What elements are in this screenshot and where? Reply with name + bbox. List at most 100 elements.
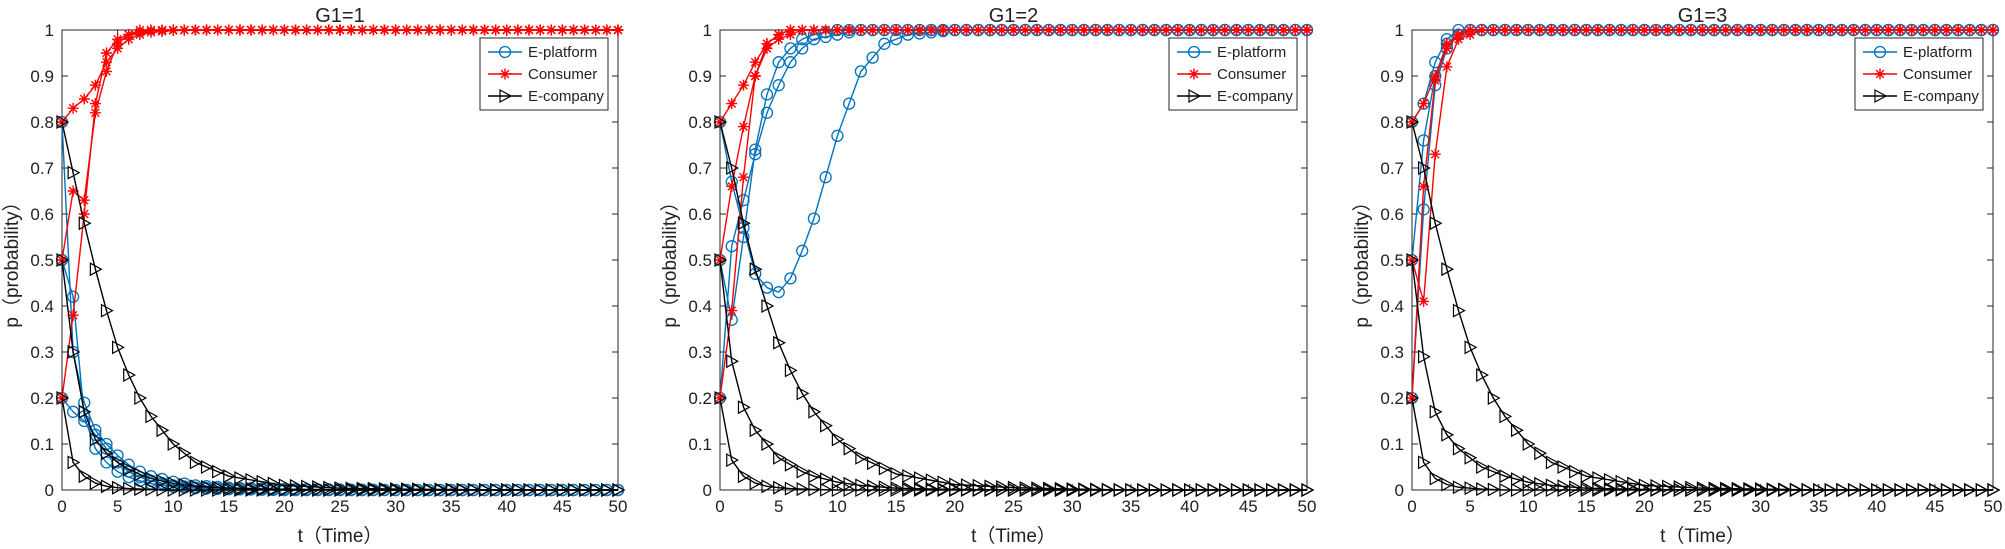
data-point [1441, 61, 1453, 73]
data-point [568, 24, 580, 36]
data-point [1160, 24, 1172, 36]
x-tick-label: 25 [1004, 497, 1023, 516]
data-point [378, 482, 392, 498]
data-point [1078, 482, 1092, 498]
data-point [890, 482, 904, 498]
data-point [1054, 24, 1066, 36]
x-tick-label: 5 [113, 497, 122, 516]
data-point [434, 24, 446, 36]
data-point [1836, 24, 1848, 36]
y-tick-label: 0.3 [1380, 343, 1404, 362]
data-point [100, 47, 112, 59]
data-point [972, 482, 986, 498]
data-point [784, 363, 798, 378]
data-point [401, 24, 413, 36]
data-point [145, 471, 159, 486]
data-point [1266, 482, 1280, 498]
data-point [1277, 482, 1291, 498]
data-point [112, 480, 125, 495]
data-point [1429, 148, 1441, 160]
data-point [1499, 409, 1513, 424]
data-point [784, 56, 797, 69]
y-tick-label: 0.3 [30, 343, 54, 362]
data-point [1987, 482, 2001, 498]
data-point [1031, 482, 1045, 498]
data-point [401, 482, 414, 498]
y-tick-label: 0.9 [1380, 67, 1404, 86]
data-point [1289, 482, 1303, 498]
legend-marker [499, 88, 513, 104]
data-point [1441, 427, 1455, 442]
x-tick-label: 35 [1809, 497, 1828, 516]
data-point [996, 482, 1010, 498]
data-point [1522, 475, 1536, 490]
data-point [1487, 482, 1501, 497]
data-point [145, 482, 159, 497]
data-point [1952, 24, 1964, 36]
data-point [523, 482, 537, 498]
data-point [749, 423, 763, 438]
data-point [312, 482, 326, 498]
data-point [178, 446, 192, 461]
x-tick-label: 20 [1635, 497, 1654, 516]
chart-title: G1=1 [315, 5, 364, 27]
legend-label: E-platform [1217, 44, 1286, 61]
data-point [1859, 482, 1873, 498]
legend-label: E-platform [1903, 44, 1972, 61]
data-point [1242, 482, 1256, 498]
data-point [1066, 482, 1080, 498]
data-point [145, 24, 157, 36]
data-point [1148, 482, 1162, 498]
data-point [820, 418, 833, 433]
series-consumer-6 [714, 24, 1313, 404]
data-point [1871, 24, 1883, 36]
data-point [301, 482, 314, 498]
x-axis-title: t（Time） [298, 525, 383, 547]
data-point [761, 38, 773, 50]
data-point [367, 24, 379, 36]
data-point [1160, 482, 1174, 498]
data-point [878, 461, 892, 476]
data-point [467, 482, 481, 498]
data-point [831, 482, 845, 498]
data-point [1778, 24, 1790, 36]
data-point [1778, 482, 1792, 498]
data-point [1007, 482, 1021, 498]
data-point [579, 24, 591, 36]
data-point [913, 471, 927, 486]
data-point [726, 160, 739, 176]
data-point [223, 24, 235, 36]
x-tick-label: 35 [442, 497, 461, 516]
data-point [512, 24, 524, 36]
data-point [1848, 24, 1860, 36]
data-point [267, 24, 279, 36]
data-point [1476, 24, 1488, 36]
y-tick-label: 0.7 [1380, 159, 1404, 178]
data-point [1929, 24, 1941, 36]
x-axis-title: t（Time） [971, 525, 1056, 547]
data-point [112, 33, 124, 45]
data-point [1534, 482, 1548, 498]
data-point [278, 482, 292, 498]
data-point [290, 24, 302, 36]
x-tick-label: 40 [1180, 497, 1199, 516]
data-point [984, 482, 998, 498]
data-point [1418, 160, 1431, 176]
data-point [178, 482, 192, 498]
y-axis-title: p（probability） [1351, 192, 1373, 327]
data-point [914, 24, 926, 36]
y-tick-label: 0.4 [1380, 297, 1404, 316]
data-point [1125, 24, 1137, 36]
data-point [1662, 482, 1675, 498]
data-point [1697, 24, 1708, 36]
data-point [134, 467, 148, 482]
y-tick-label: 0.8 [1380, 113, 1404, 132]
data-point [612, 482, 626, 498]
data-point [761, 479, 775, 494]
data-point [808, 24, 820, 36]
data-point [867, 456, 880, 471]
data-point [925, 482, 939, 498]
data-point [961, 24, 973, 36]
data-point [78, 93, 90, 105]
